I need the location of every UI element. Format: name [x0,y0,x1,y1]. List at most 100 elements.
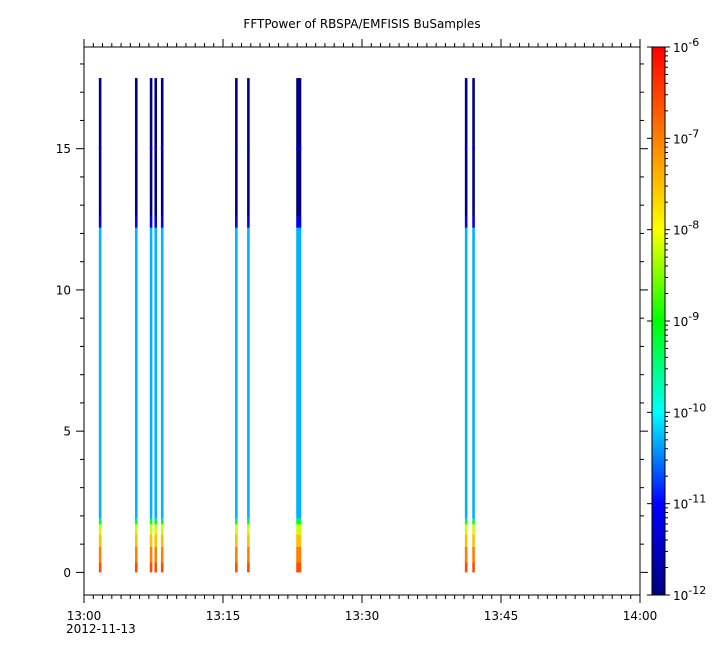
colorbar-tick-label: 10-11 [673,493,706,512]
spectrum-cell [472,147,475,150]
spectrum-cell [296,216,302,228]
spectrum-cell [98,546,102,563]
spectrum-cell [247,78,250,217]
spectrogram-columns [98,78,475,573]
spectrum-cell [296,147,302,150]
spectrum-cell [464,518,468,525]
y-tick-label: 0 [63,566,71,580]
spectrum-cell [98,227,102,519]
spectrum-cell [134,78,138,217]
spectrum-cell [247,216,250,228]
spectrum-column [98,78,102,573]
spectrum-cell [235,524,238,535]
spectrum-cell [160,147,164,150]
spectrum-cell [160,546,164,563]
spectrum-cell [134,147,138,150]
spectrum-cell [160,524,164,535]
chart-title: FFTPower of RBSPA/EMFISIS BuSamples [243,17,481,31]
spectrum-cell [98,518,102,525]
spectrum-cell [154,216,158,228]
spectrum-cell [149,534,153,547]
spectrum-cell [247,546,250,563]
spectrum-cell [149,78,153,217]
spectrum-cell [98,147,102,150]
spectrum-cell [149,562,153,573]
spectrum-column [134,78,138,573]
colorbar-tick-label: 10-12 [673,584,706,603]
spectrum-column [154,78,158,573]
spectrum-cell [149,147,153,150]
x-tick-label: 14:00 [623,609,658,623]
spectrum-cell [98,524,102,535]
colorbar-tick-label: 10-9 [673,310,699,329]
spectrum-cell [464,534,468,547]
spectrum-cell [247,147,250,150]
x-tick-label: 13:15 [206,609,241,623]
spectrum-cell [134,227,138,519]
spectrum-cell [247,524,250,535]
spectrum-cell [134,216,138,228]
spectrum-cell [296,562,302,573]
spectrum-cell [472,227,475,519]
spectrum-cell [235,227,238,519]
spectrum-column [296,78,302,573]
plot-frame [83,46,641,596]
spectrum-cell [134,524,138,535]
spectrum-cell [149,216,153,228]
spectrum-cell [472,562,475,573]
spectrum-cell [464,78,468,217]
spectrum-cell [472,546,475,563]
spectrum-cell [98,78,102,217]
colorbar-tick-label: 10-7 [673,127,699,146]
spectrum-cell [154,78,158,217]
colorbar-axis: 10-12 10-11 10-10 10-9 10-8 10-7 10-6 [647,36,706,603]
spectrum-cell [160,562,164,573]
spectrum-cell [235,518,238,525]
spectrum-cell [134,534,138,547]
spectrum-cell [235,216,238,228]
spectrum-cell [134,546,138,563]
spectrum-cell [464,147,468,150]
spectrum-cell [98,534,102,547]
spectrum-cell [154,562,158,573]
spectrum-cell [235,562,238,573]
spectrum-cell [154,546,158,563]
spectrum-cell [247,518,250,525]
spectrum-cell [464,546,468,563]
x-tick-label: 13:30 [345,609,380,623]
spectrum-cell [235,78,238,217]
spectrum-cell [472,78,475,217]
spectrum-cell [160,216,164,228]
x-tick-label: 13:45 [484,609,519,623]
spectrum-cell [154,227,158,519]
spectrum-cell [134,562,138,573]
spectrum-cell [149,546,153,563]
spectrum-cell [472,524,475,535]
spectrum-cell [464,227,468,519]
spectrum-cell [296,78,302,217]
spectrum-cell [98,216,102,228]
x-tick-label: 13:00 [67,609,102,623]
colorbar-tick-label: 10-8 [673,219,699,238]
spectrum-cell [464,524,468,535]
spectrum-cell [160,227,164,519]
spectrum-cell [149,518,153,525]
spectrum-column [160,78,164,573]
spectrum-cell [154,534,158,547]
x-axis-date-label: 2012-11-13 [66,622,136,636]
spectrum-cell [154,147,158,150]
colorbar-tick-label: 10-10 [673,401,706,420]
spectrum-cell [472,216,475,228]
spectrum-cell [235,534,238,547]
spectrum-cell [296,546,302,563]
spectrum-cell [98,562,102,573]
y-tick-label: 10 [56,283,71,297]
x-axis: 13:00 13:15 13:30 13:45 14:00 [67,39,658,623]
spectrum-cell [154,524,158,535]
spectrum-cell [154,518,158,525]
y-tick-label: 5 [63,425,71,439]
spectrum-cell [247,227,250,519]
colorbar-tick-label: 10-6 [673,36,699,55]
spectrum-cell [235,546,238,563]
